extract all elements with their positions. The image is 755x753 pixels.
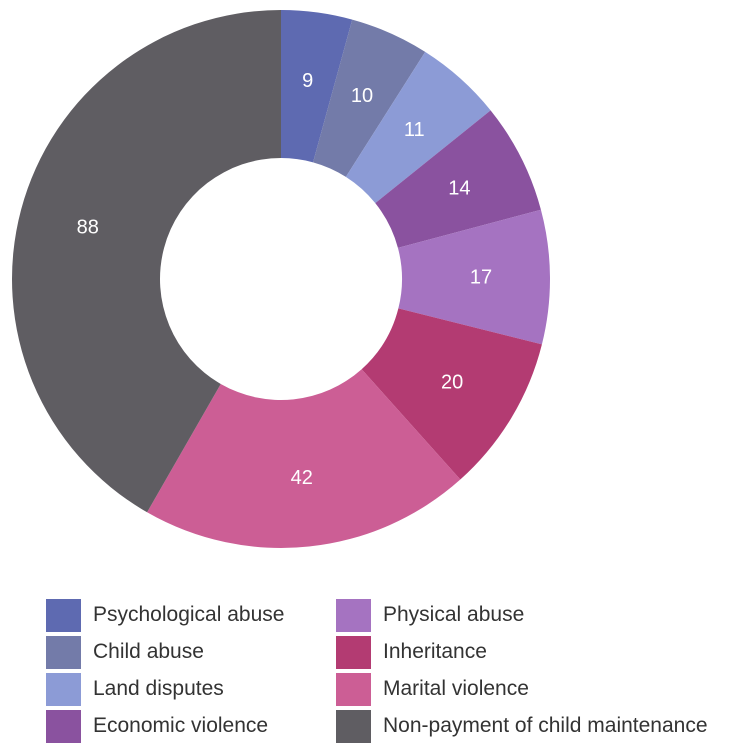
legend-item: Physical abuse: [336, 598, 524, 632]
slice-value-label: 10: [351, 85, 373, 107]
slice-value-label: 42: [291, 467, 313, 489]
legend-swatch: [46, 598, 81, 632]
legend-swatch: [336, 672, 371, 706]
legend-item: Psychological abuse: [46, 598, 284, 632]
legend-label: Child abuse: [93, 640, 204, 663]
donut-slice: [11, 10, 281, 513]
slice-value-label: 9: [302, 70, 313, 92]
donut-slice: [361, 308, 542, 480]
legend-swatch: [336, 635, 371, 669]
legend-swatch: [336, 598, 371, 632]
donut-slice: [375, 110, 541, 248]
donut-chart: 9 10 11 14 17 20 42 88: [11, 10, 550, 548]
legend-swatch: [46, 672, 81, 706]
legend-item: Economic violence: [46, 709, 268, 743]
legend-item: Non-payment of child maintenance: [336, 709, 708, 743]
slice-value-label: 88: [77, 216, 99, 238]
donut-slice: [397, 209, 550, 345]
legend-label: Economic violence: [93, 714, 269, 737]
legend-item: Land disputes: [46, 672, 224, 706]
donut-slice: [345, 51, 491, 204]
legend-label: Land disputes: [93, 677, 224, 700]
donut-slice: [147, 369, 461, 548]
legend-label: Psychological abuse: [93, 603, 285, 626]
slice-value-label: 11: [404, 119, 425, 141]
legend-swatch: [336, 709, 371, 743]
legend-label: Non-payment of child maintenance: [383, 714, 708, 737]
donut-slice: [313, 19, 426, 177]
slice-value-label: 20: [441, 371, 463, 393]
donut-slice: [281, 10, 353, 163]
chart-legend: Psychological abuse Child abuse Land dis…: [46, 598, 755, 748]
legend-item: Child abuse: [46, 635, 204, 669]
slice-value-label: 17: [470, 267, 492, 289]
legend-item: Marital violence: [336, 672, 529, 706]
legend-swatch: [46, 709, 81, 743]
legend-item: Inheritance: [336, 635, 487, 669]
legend-label: Inheritance: [383, 640, 487, 663]
legend-label: Marital violence: [383, 677, 529, 700]
legend-swatch: [46, 635, 81, 669]
legend-label: Physical abuse: [383, 603, 525, 626]
slice-value-label: 14: [448, 178, 470, 200]
